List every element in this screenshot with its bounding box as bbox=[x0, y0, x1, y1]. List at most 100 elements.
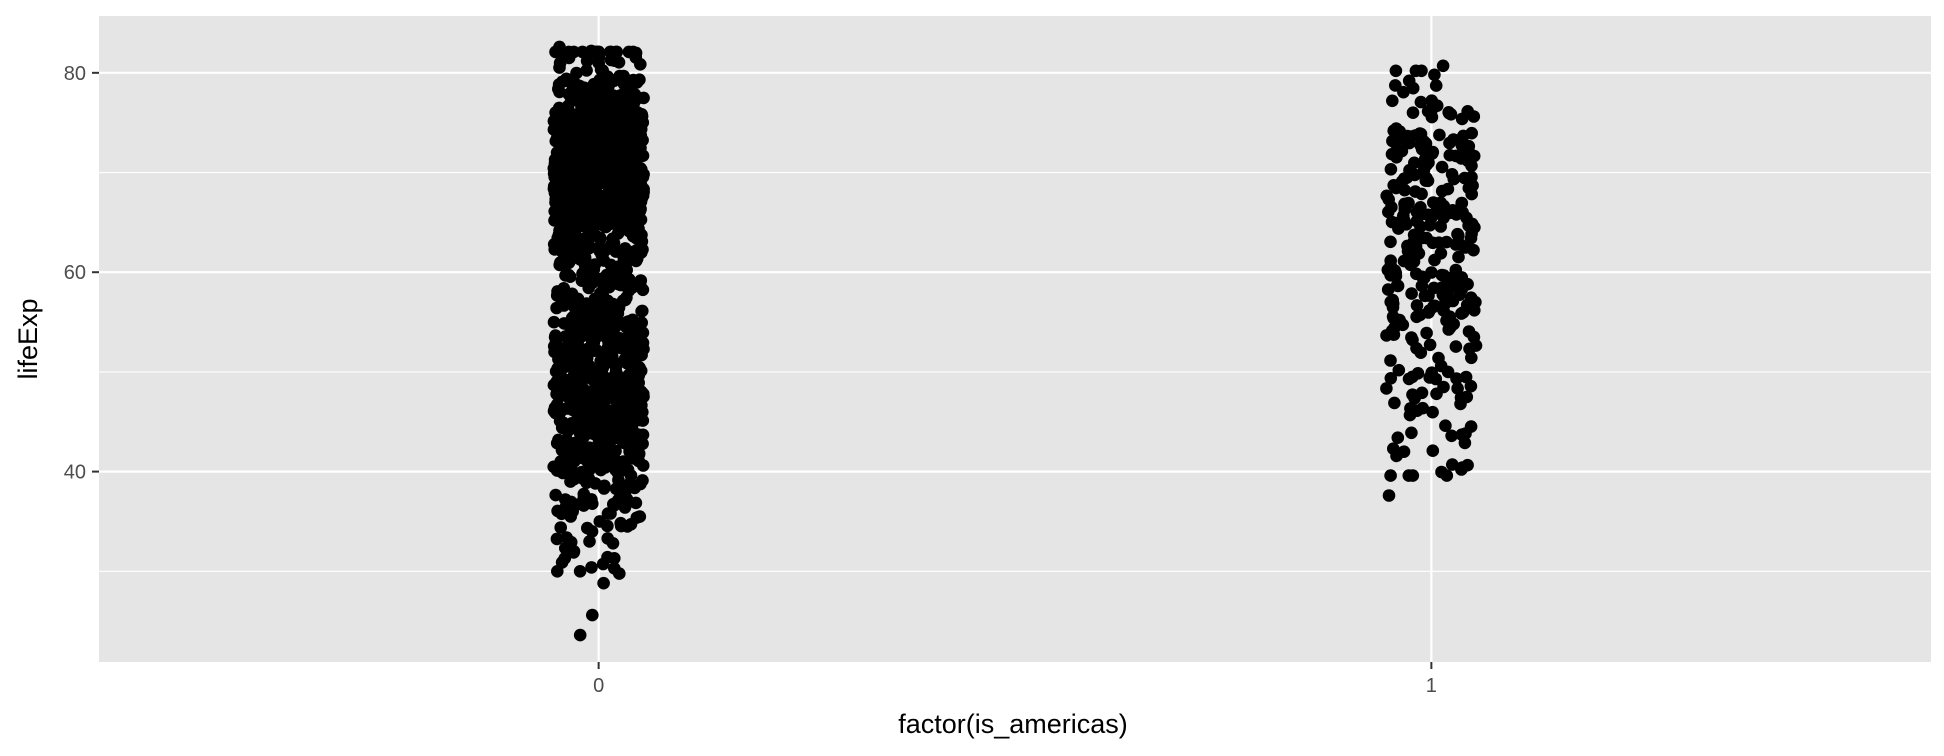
data-point bbox=[1462, 219, 1475, 232]
data-point bbox=[547, 340, 561, 353]
data-point bbox=[634, 477, 647, 491]
data-point bbox=[584, 269, 597, 283]
data-point bbox=[1386, 134, 1399, 148]
data-point bbox=[593, 244, 607, 258]
data-point bbox=[612, 422, 625, 435]
data-point bbox=[586, 608, 599, 622]
data-point bbox=[1465, 126, 1478, 140]
data-point bbox=[574, 253, 587, 266]
data-point bbox=[1382, 205, 1395, 219]
data-point bbox=[630, 150, 644, 163]
data-point bbox=[587, 150, 600, 163]
data-point bbox=[622, 190, 636, 203]
data-point bbox=[1389, 79, 1402, 92]
data-point bbox=[1384, 235, 1397, 249]
data-point bbox=[566, 127, 580, 140]
data-point bbox=[588, 344, 601, 358]
data-point bbox=[565, 165, 579, 179]
data-point bbox=[606, 143, 619, 157]
data-point bbox=[1405, 331, 1418, 344]
data-point bbox=[611, 119, 625, 132]
data-point bbox=[1414, 346, 1428, 360]
data-point bbox=[601, 418, 615, 431]
data-point bbox=[580, 387, 593, 401]
data-point bbox=[608, 404, 621, 418]
data-point bbox=[585, 561, 598, 574]
data-point bbox=[582, 101, 596, 115]
data-point bbox=[602, 79, 615, 93]
data-point bbox=[601, 519, 614, 533]
data-point bbox=[629, 93, 643, 106]
data-point bbox=[571, 336, 584, 350]
data-point bbox=[1460, 390, 1474, 404]
data-point bbox=[1421, 208, 1435, 222]
data-point bbox=[622, 45, 636, 59]
data-point bbox=[615, 152, 629, 165]
data-point bbox=[601, 550, 614, 564]
data-point bbox=[567, 546, 580, 559]
data-point bbox=[1408, 129, 1422, 142]
data-point bbox=[1440, 469, 1454, 482]
data-point bbox=[547, 238, 561, 251]
data-point bbox=[604, 507, 617, 520]
data-point bbox=[1410, 267, 1423, 281]
data-point bbox=[1384, 469, 1397, 482]
data-point bbox=[593, 73, 606, 87]
data-point bbox=[604, 379, 618, 393]
data-point bbox=[573, 79, 586, 93]
data-point bbox=[595, 163, 609, 177]
data-point bbox=[1411, 367, 1425, 380]
data-point bbox=[559, 501, 572, 514]
data-point bbox=[604, 238, 618, 252]
data-point bbox=[1451, 382, 1464, 395]
data-point bbox=[624, 205, 638, 218]
data-point bbox=[620, 321, 633, 334]
data-point bbox=[1415, 279, 1429, 293]
data-point bbox=[634, 129, 648, 142]
data-point bbox=[1410, 310, 1423, 324]
data-point bbox=[617, 252, 631, 265]
data-point bbox=[1449, 340, 1463, 353]
data-point bbox=[1462, 139, 1476, 153]
data-point bbox=[634, 279, 647, 293]
data-point bbox=[636, 414, 650, 427]
data-point bbox=[1397, 213, 1411, 227]
data-point bbox=[573, 303, 586, 317]
data-point bbox=[1384, 372, 1398, 385]
data-point bbox=[560, 340, 573, 354]
data-point bbox=[1435, 268, 1449, 282]
data-point bbox=[1409, 240, 1423, 253]
data-point bbox=[1455, 196, 1468, 210]
data-point bbox=[630, 76, 644, 89]
data-point bbox=[1389, 64, 1403, 78]
data-point bbox=[1386, 94, 1399, 108]
data-point bbox=[585, 332, 599, 345]
data-point bbox=[599, 177, 612, 190]
data-point bbox=[1406, 81, 1420, 95]
data-point bbox=[590, 459, 603, 472]
y-axis-title: lifeExp bbox=[13, 298, 43, 379]
data-point bbox=[1467, 243, 1480, 257]
data-point bbox=[622, 375, 636, 388]
data-point bbox=[1382, 489, 1396, 502]
data-point bbox=[1450, 372, 1463, 385]
data-point bbox=[1398, 200, 1412, 214]
data-point bbox=[606, 89, 620, 102]
data-point bbox=[1406, 469, 1420, 482]
data-point bbox=[1404, 258, 1417, 272]
data-point bbox=[573, 628, 587, 642]
data-point bbox=[623, 173, 636, 186]
data-point bbox=[558, 199, 572, 212]
data-point bbox=[1425, 366, 1438, 380]
data-point bbox=[629, 114, 643, 127]
y-tick-label: 80 bbox=[64, 63, 86, 85]
data-point bbox=[555, 293, 569, 307]
data-point bbox=[596, 361, 610, 375]
data-point bbox=[1390, 122, 1403, 135]
data-point bbox=[566, 111, 579, 124]
data-point bbox=[1442, 106, 1455, 119]
data-point bbox=[1418, 152, 1432, 166]
data-point bbox=[605, 166, 618, 180]
data-point bbox=[1393, 313, 1406, 327]
data-point bbox=[623, 445, 636, 458]
